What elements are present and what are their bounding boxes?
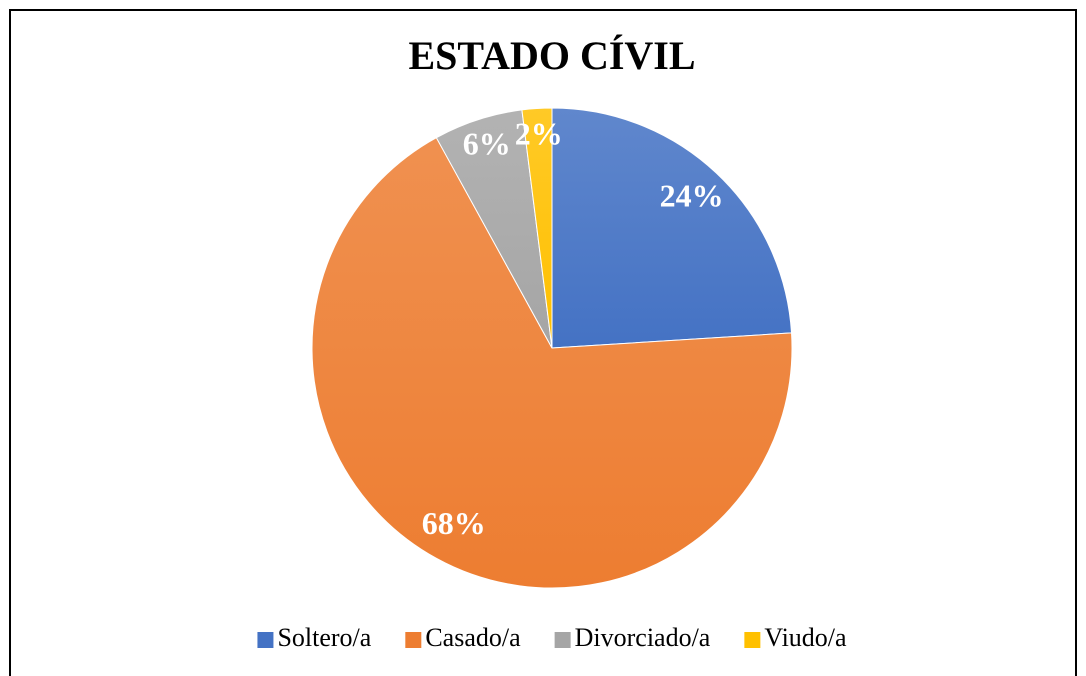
pie-slice [521,107,553,349]
legend-label: Casado/a [425,623,521,652]
data-label: 68% [422,505,486,541]
pie-slice [551,107,793,349]
pie-slice [311,137,793,589]
data-label: 2% [515,116,563,152]
chart-title: ESTADO CÍVIL [408,33,695,78]
legend-label: Soltero/a [277,623,371,652]
data-label: 6% [463,125,511,161]
data-label: 24% [660,178,724,214]
legend-swatch [744,632,761,648]
legend-swatch [405,632,422,648]
legend-swatch [257,632,274,648]
legend-label: Viudo/a [764,623,847,652]
legend-swatch [554,632,571,648]
legend-label: Divorciado/a [575,623,711,652]
